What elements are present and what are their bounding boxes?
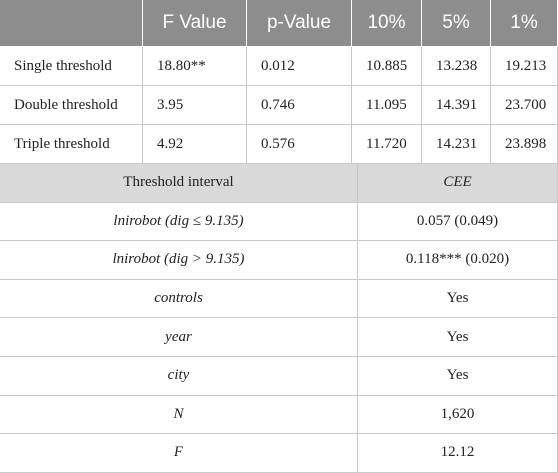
table-cell: 3.95 — [143, 86, 247, 125]
table-cell: 0.057 (0.049) — [358, 202, 558, 242]
row-label: year — [0, 318, 358, 357]
table-cell: 0.118*** (0.020) — [358, 241, 558, 280]
table-cell: 23.700 — [491, 86, 558, 125]
table-cell: 11.095 — [352, 86, 422, 125]
row-label: F — [0, 434, 358, 473]
header-cell: 1% — [491, 0, 558, 47]
header-cell — [0, 0, 143, 47]
table-cell: 19.213 — [491, 47, 558, 86]
table-cell: 18.80** — [143, 47, 247, 86]
row-label: lnirobot (dig ≤ 9.135) — [0, 202, 358, 242]
header-cell: CEE — [358, 164, 558, 203]
table-cell: 0.576 — [247, 125, 352, 164]
table-cell: 23.898 — [491, 125, 558, 164]
table-cell: 0.012 — [247, 47, 352, 86]
table-cell: 10.885 — [352, 47, 422, 86]
row-label: Double threshold — [0, 86, 143, 125]
row-label: Single threshold — [0, 47, 143, 86]
header-cell: p-Value — [247, 0, 352, 47]
table-cell: 14.231 — [422, 125, 491, 164]
row-label: N — [0, 395, 358, 435]
header-cell: 5% — [422, 0, 491, 47]
table-cell: 13.238 — [422, 47, 491, 86]
table-cell: 4.92 — [143, 125, 247, 164]
row-label: controls — [0, 279, 358, 319]
table-cell: 12.12 — [358, 434, 558, 473]
table-cell: 14.391 — [422, 86, 491, 125]
row-label: city — [0, 357, 358, 396]
table-cell: Yes — [358, 279, 558, 319]
table-cell: 1,620 — [358, 395, 558, 435]
row-label: lnirobot (dig > 9.135) — [0, 241, 358, 280]
table-cell: 11.720 — [352, 125, 422, 164]
header-cell: 10% — [352, 0, 422, 47]
table-cell: Yes — [358, 318, 558, 357]
table-cell: 0.746 — [247, 86, 352, 125]
row-label: Triple threshold — [0, 125, 143, 164]
header-cell: F Value — [143, 0, 247, 47]
table-cell: Yes — [358, 357, 558, 396]
header-cell: Threshold interval — [0, 164, 358, 203]
